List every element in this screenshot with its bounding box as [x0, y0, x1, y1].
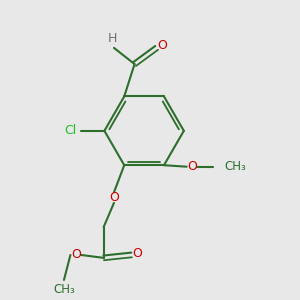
Text: Cl: Cl	[64, 124, 77, 137]
Text: O: O	[109, 191, 119, 204]
Text: O: O	[158, 39, 167, 52]
Text: O: O	[133, 247, 142, 260]
Text: O: O	[187, 160, 197, 173]
Text: CH₃: CH₃	[53, 283, 75, 296]
Text: CH₃: CH₃	[224, 160, 246, 173]
Text: H: H	[108, 32, 117, 45]
Text: O: O	[71, 248, 81, 261]
